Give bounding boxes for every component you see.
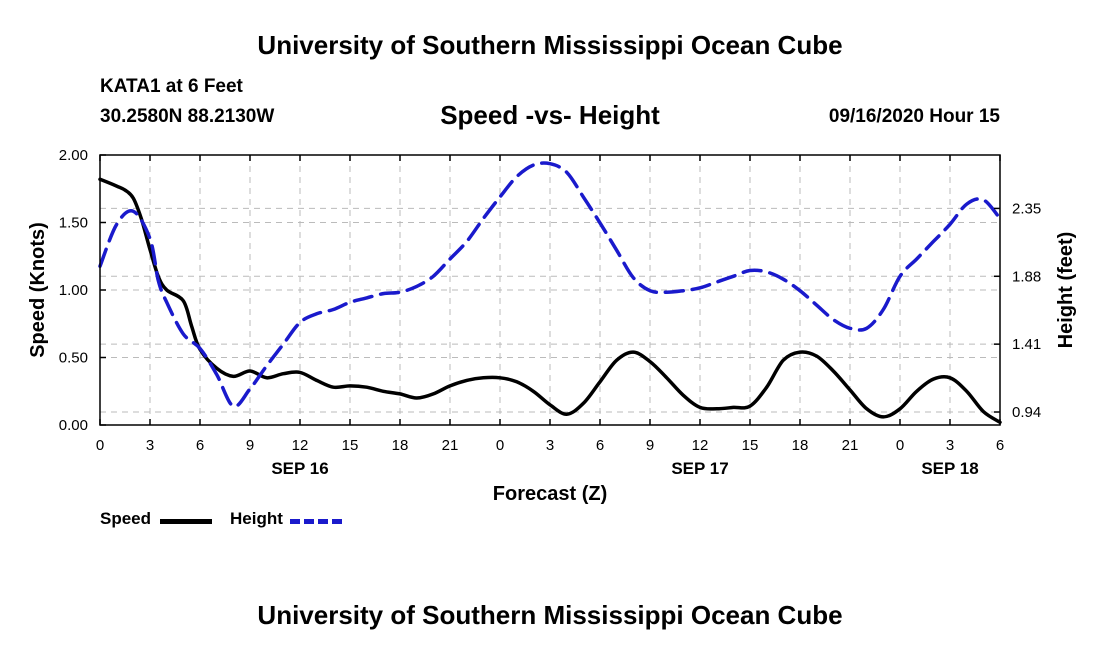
- legend-height-swatch: [290, 519, 342, 524]
- x-tick-label: 0: [496, 437, 504, 454]
- y-tick-label: 1.00: [59, 282, 88, 299]
- axes: 0 3 6 9 12 15 18 21 0 3 6 9 12 15 18 21 0 3 6 0.00 0.50 1.00 1…: [27, 147, 1077, 505]
- x-tick-label: 3: [946, 437, 954, 454]
- x-tick-label: 21: [842, 437, 859, 454]
- x-tick-label: 0: [96, 437, 104, 454]
- station-label: KATA1 at 6 Feet: [100, 76, 243, 97]
- series-group: [98, 161, 1002, 425]
- legend-speed-swatch: [160, 519, 212, 524]
- x-date-label: SEP 18: [921, 459, 978, 478]
- x-tick-label: 21: [442, 437, 459, 454]
- y-tick-label: 0.00: [59, 417, 88, 434]
- legend-speed-label: Speed: [100, 509, 152, 528]
- x-tick-label: 3: [146, 437, 154, 454]
- legend-height-label: Height: [230, 509, 283, 528]
- x-tick-label: 9: [246, 437, 254, 454]
- y-tick-label: 2.00: [59, 147, 88, 164]
- x-tick-label: 6: [996, 437, 1004, 454]
- y-axis-label: Speed (Knots): [27, 222, 49, 358]
- y2-axis-label: Height (feet): [1055, 232, 1077, 349]
- x-tick-label: 0: [896, 437, 904, 454]
- grid: [100, 155, 1000, 425]
- x-tick-label: 12: [692, 437, 709, 454]
- x-date-label: SEP 17: [671, 459, 728, 478]
- y2-tick-label: 1.88: [1012, 268, 1041, 285]
- plot-title: Speed -vs- Height: [440, 100, 660, 130]
- x-tick-label: 3: [546, 437, 554, 454]
- x-axis-label: Forecast (Z): [493, 483, 607, 505]
- speed-line: [98, 177, 1002, 425]
- page-title: University of Southern Mississippi Ocean…: [257, 30, 843, 60]
- x-tick-label: 6: [596, 437, 604, 454]
- x-tick-label: 15: [342, 437, 359, 454]
- y2-tick-label: 2.35: [1012, 200, 1041, 217]
- x-tick-label: 18: [792, 437, 809, 454]
- coordinates-label: 30.2580N 88.2130W: [100, 106, 275, 127]
- height-line: [98, 161, 1002, 409]
- x-tick-label: 18: [392, 437, 409, 454]
- x-tick-label: 15: [742, 437, 759, 454]
- x-tick-label: 9: [646, 437, 654, 454]
- x-tick-label: 12: [292, 437, 309, 454]
- footer-title: University of Southern Mississippi Ocean…: [257, 600, 843, 630]
- y2-tick-label: 0.94: [1012, 404, 1041, 421]
- y-tick-label: 0.50: [59, 350, 88, 367]
- y2-tick-label: 1.41: [1012, 336, 1041, 353]
- datetime-label: 09/16/2020 Hour 15: [828, 106, 1000, 127]
- x-tick-label: 6: [196, 437, 204, 454]
- x-date-label: SEP 16: [271, 459, 328, 478]
- y-tick-label: 1.50: [59, 215, 88, 232]
